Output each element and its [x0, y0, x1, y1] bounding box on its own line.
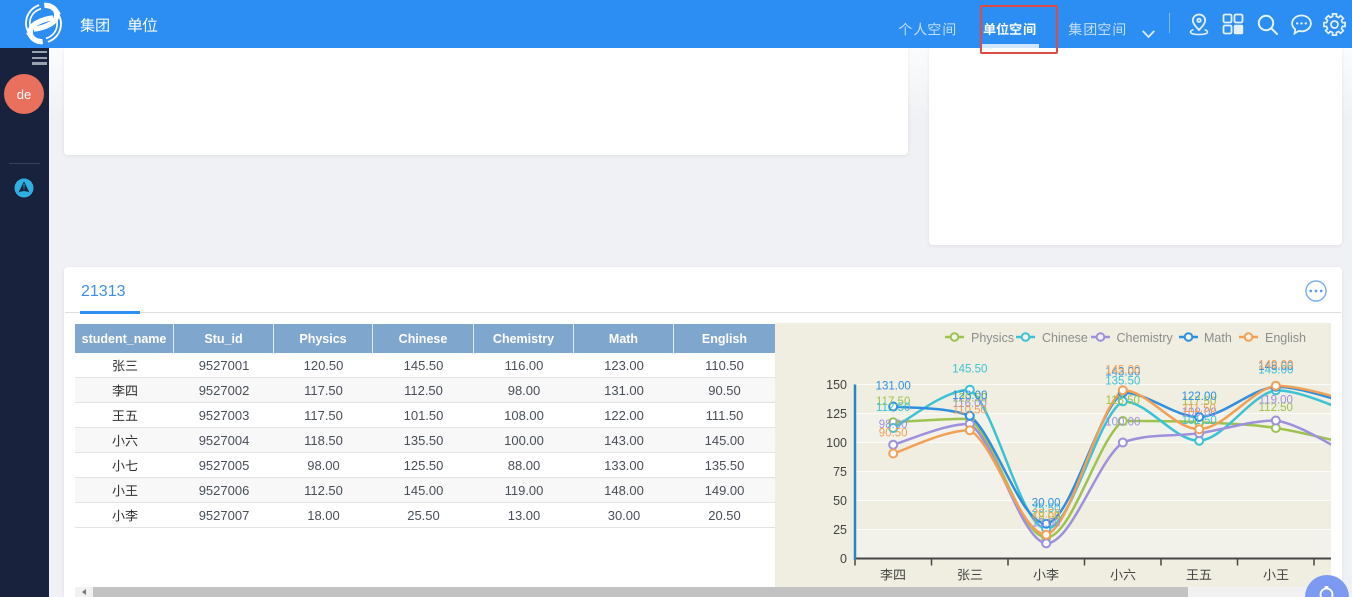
svg-text:117.50: 117.50	[1182, 396, 1216, 408]
svg-text:98.00: 98.00	[879, 419, 908, 431]
svg-text:145.00: 145.00	[1105, 364, 1140, 376]
svg-text:0: 0	[840, 552, 847, 566]
svg-text:90.50: 90.50	[879, 428, 908, 440]
svg-text:110.50: 110.50	[953, 404, 987, 416]
svg-text:101.50: 101.50	[1182, 415, 1217, 427]
svg-text:120.50: 120.50	[952, 393, 987, 405]
svg-text:150: 150	[826, 378, 847, 392]
svg-text:135.50: 135.50	[1105, 375, 1140, 387]
svg-text:20.50: 20.50	[1032, 509, 1061, 521]
svg-text:50: 50	[833, 494, 847, 508]
svg-text:13.00: 13.00	[1032, 517, 1061, 529]
svg-text:122.00: 122.00	[1182, 391, 1217, 403]
svg-text:30.00: 30.00	[1032, 498, 1061, 510]
svg-text:100: 100	[826, 436, 847, 450]
svg-text:145.50: 145.50	[952, 364, 987, 376]
svg-text:125: 125	[826, 407, 847, 421]
svg-text:117.50: 117.50	[876, 396, 910, 408]
svg-text:100.00: 100.00	[1105, 417, 1140, 429]
svg-text:119.00: 119.00	[1259, 395, 1293, 407]
svg-text:123.00: 123.00	[952, 390, 987, 402]
svg-text:108.00: 108.00	[1182, 407, 1217, 419]
svg-text:145.00: 145.00	[1258, 364, 1293, 376]
svg-text:131.00: 131.00	[876, 381, 911, 393]
svg-text:25.50: 25.50	[1032, 503, 1061, 515]
svg-text:112.50: 112.50	[1259, 402, 1293, 414]
svg-text:149.00: 149.00	[1258, 360, 1293, 372]
svg-text:25: 25	[833, 523, 847, 537]
svg-text:75: 75	[833, 465, 847, 479]
svg-text:118.50: 118.50	[1106, 395, 1140, 407]
svg-text:116.00: 116.00	[953, 398, 987, 410]
svg-text:18.00: 18.00	[1032, 512, 1061, 524]
svg-text:111.50: 111.50	[1182, 403, 1215, 415]
svg-text:112.50: 112.50	[876, 402, 910, 414]
svg-text:148.00: 148.00	[1258, 361, 1293, 373]
svg-text:143.00: 143.00	[1105, 367, 1140, 379]
